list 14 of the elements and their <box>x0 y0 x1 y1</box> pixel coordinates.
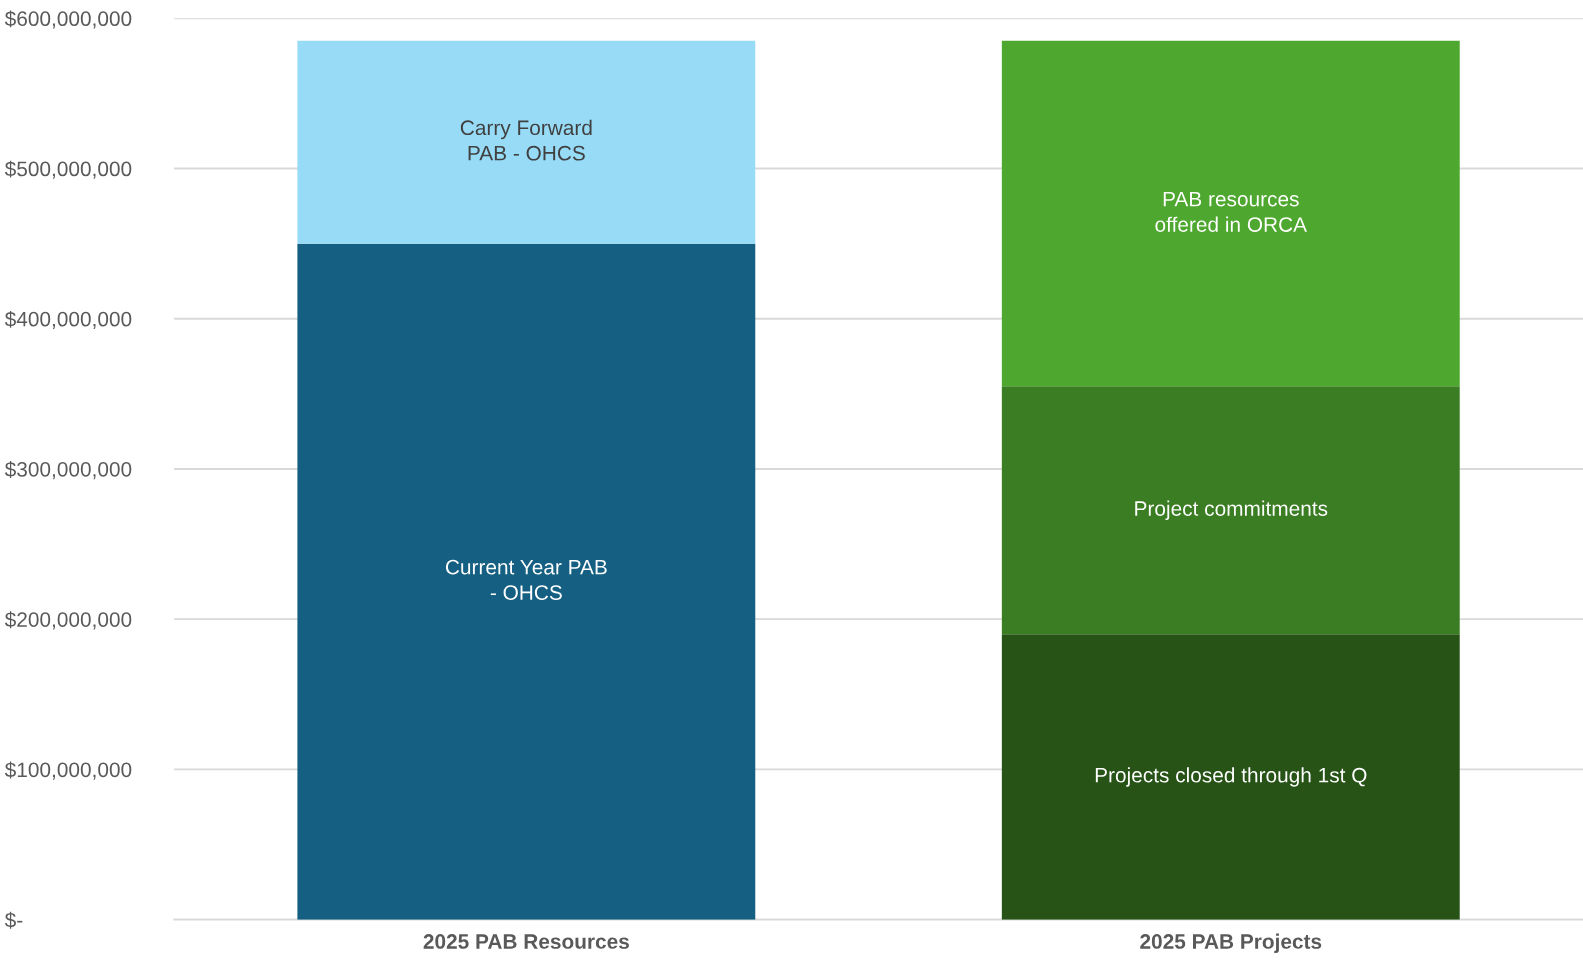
series-label: Projects closed through 1st Q <box>1095 767 1367 787</box>
series-label: Current Year PAB - OHCS <box>445 559 607 600</box>
x-tick-label: 2025 PAB Projects <box>1140 933 1322 953</box>
series-label: Carry Forward PAB - OHCS <box>460 119 592 161</box>
y-tick-label: $400,000,000 <box>4 310 132 329</box>
y-tick-label: $500,000,000 <box>4 160 132 179</box>
y-tick-label: $200,000,000 <box>4 611 132 630</box>
x-tick-label: 2025 PAB Resources <box>423 934 629 949</box>
series-label: Project commitments <box>1135 500 1328 520</box>
y-tick-label: $600,000,000 <box>4 10 132 29</box>
y-tick-label: $300,000,000 <box>4 461 132 480</box>
y-tick-label: $100,000,000 <box>4 761 132 780</box>
series-label: PAB resources offered in ORCA <box>1155 191 1307 232</box>
y-tick-label: $- <box>4 911 23 929</box>
